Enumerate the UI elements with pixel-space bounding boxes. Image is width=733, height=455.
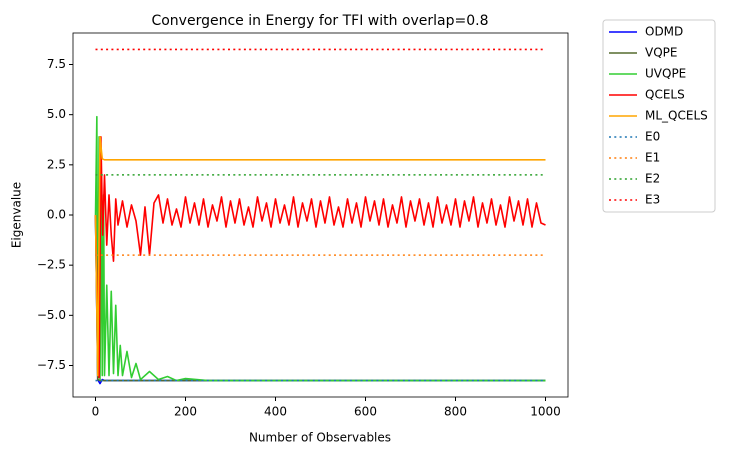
y-tick-label: −2.5 [37,258,66,272]
y-tick-label: −7.5 [37,358,66,372]
legend-label: E0 [645,130,660,144]
plot-frame [72,32,569,398]
plot-area [94,48,546,385]
legend-label: ML_QCELS [645,109,708,123]
x-tick-label: 0 [92,405,100,419]
legend-label: E1 [645,151,660,165]
legend-box [602,19,716,213]
y-tick-label: 0.0 [47,208,66,222]
x-tick-label: 1000 [530,405,561,419]
x-axis-label: Number of Observables [249,431,391,445]
y-tick-label: 5.0 [47,107,66,121]
y-tick-label: −5.0 [37,308,66,322]
series-line [94,214,546,385]
legend-label: E2 [645,172,660,186]
series-line [94,135,546,379]
y-tick-label: 7.5 [47,57,66,71]
series-line [94,214,546,382]
legend-label: VQPE [645,46,677,60]
chart-title: Convergence in Energy for TFI with overl… [151,13,488,29]
legend-label: UVQPE [645,67,686,81]
series-line [94,115,546,382]
x-tick-label: 800 [444,405,467,419]
y-axis-label: Eigenvalue [10,182,24,248]
legend-label: QCELS [645,88,685,102]
x-tick-label: 200 [174,405,197,419]
legend-label: ODMD [645,25,683,39]
y-tick-label: 2.5 [47,157,66,171]
x-tick-label: 400 [264,405,287,419]
legend-label: E3 [645,193,660,207]
series-line [94,135,546,377]
x-tick-label: 600 [354,405,377,419]
